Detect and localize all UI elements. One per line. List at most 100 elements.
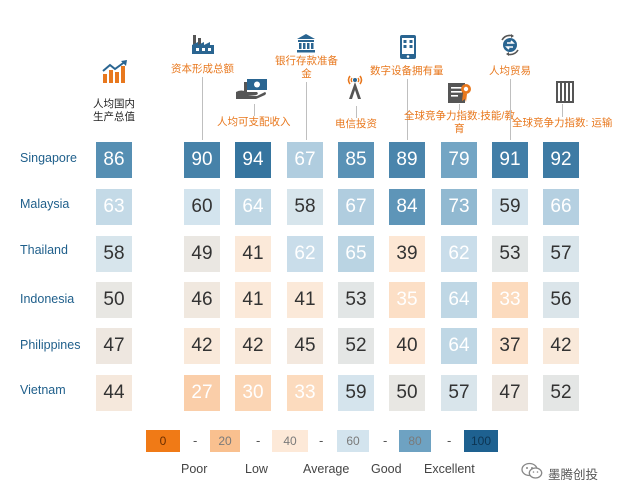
legend-label-poor: Poor [181, 462, 208, 476]
legend-separator: - [193, 433, 198, 448]
heatmap-cell: 44 [96, 375, 132, 411]
leader-line [510, 79, 511, 140]
heatmap-cell: 37 [492, 328, 528, 364]
heatmap-cell: 45 [287, 328, 323, 364]
legend-label-average: Average [303, 462, 350, 476]
heatmap-cell: 86 [96, 142, 132, 178]
heatmap-cell: 62 [287, 236, 323, 272]
legend-swatch-80: 80 [399, 430, 431, 452]
heatmap-cell: 42 [184, 328, 220, 364]
heatmap-cell: 59 [338, 375, 374, 411]
heatmap-cell: 50 [389, 375, 425, 411]
legend-swatch-20: 20 [210, 430, 240, 452]
heatmap-cell: 64 [235, 189, 271, 225]
legend-separator: - [319, 433, 324, 448]
legend-label-low: Low [245, 462, 268, 476]
money-hand-icon [235, 78, 269, 100]
leader-line [407, 79, 408, 140]
leader-line [459, 104, 460, 110]
heatmap-cell: 89 [389, 142, 425, 178]
legend-swatch-100: 100 [464, 430, 498, 452]
heatmap-cell: 27 [184, 375, 220, 411]
heatmap-cell: 58 [287, 189, 323, 225]
heatmap-cell: 67 [338, 189, 374, 225]
mobile-device-icon [399, 34, 417, 60]
heatmap-cell: 42 [543, 328, 579, 364]
heatmap-cell: 49 [184, 236, 220, 272]
heatmap-cell: 56 [543, 282, 579, 318]
heatmap-cell: 65 [338, 236, 374, 272]
heatmap-cell: 79 [441, 142, 477, 178]
heatmap-cell: 46 [184, 282, 220, 318]
heatmap-cell: 90 [184, 142, 220, 178]
legend-label-good: Good [371, 462, 402, 476]
heatmap-cell: 91 [492, 142, 528, 178]
heatmap-cell: 52 [543, 375, 579, 411]
heatmap-cell: 47 [492, 375, 528, 411]
heatmap-cell: 47 [96, 328, 132, 364]
column-header-8: 人均贸易 [489, 65, 531, 77]
column-header-7: 全球竞争力指数:技能/教 育 [404, 110, 515, 135]
heatmap-cell: 53 [492, 236, 528, 272]
trade-exchange-icon [499, 34, 521, 56]
row-label-philippines: Philippines [20, 338, 81, 352]
heatmap-cell: 50 [96, 282, 132, 318]
column-header-5: 电信投资 [335, 118, 377, 130]
column-header-4: 银行存款准备 金 [275, 55, 338, 80]
legend-separator: - [447, 433, 452, 448]
heatmap-cell: 40 [389, 328, 425, 364]
heatmap-cell: 66 [543, 189, 579, 225]
wechat-icon [521, 462, 543, 480]
heatmap-cell: 64 [441, 328, 477, 364]
factory-icon [191, 33, 215, 55]
row-label-vietnam: Vietnam [20, 383, 66, 397]
container-icon [555, 80, 575, 104]
heatmap-cell: 33 [492, 282, 528, 318]
heatmap-cell: 58 [96, 236, 132, 272]
leader-line [306, 82, 307, 140]
column-header-3: 人均可支配收入 [217, 116, 291, 128]
heatmap-cell: 67 [287, 142, 323, 178]
legend-separator: - [383, 433, 388, 448]
leader-line [562, 104, 563, 117]
bank-icon [296, 33, 316, 53]
heatmap-cell: 35 [389, 282, 425, 318]
row-label-malaysia: Malaysia [20, 197, 70, 211]
row-label-thailand: Thailand [20, 243, 68, 257]
heatmap-cell: 59 [492, 189, 528, 225]
signal-tower-icon [345, 72, 365, 100]
heatmap-cell: 73 [441, 189, 477, 225]
column-header-1: 人均国内 生产总值 [93, 98, 135, 123]
heatmap-cell: 57 [441, 375, 477, 411]
row-label-singapore: Singapore [20, 151, 77, 165]
heatmap-cell: 84 [389, 189, 425, 225]
heatmap-cell: 41 [235, 236, 271, 272]
growth-chart-icon [101, 60, 129, 84]
legend-separator: - [256, 433, 261, 448]
column-header-6: 数字设备拥有量 [370, 65, 444, 77]
heatmap-cell: 52 [338, 328, 374, 364]
leader-line [254, 104, 255, 116]
heatmap-cell: 30 [235, 375, 271, 411]
column-header-2: 资本形成总额 [171, 63, 234, 75]
leader-line [356, 106, 357, 118]
legend-swatch-40: 40 [272, 430, 308, 452]
leader-line [202, 77, 203, 140]
column-header-9: 全球竞争力指数: 运输 [512, 117, 613, 129]
heatmap-cell: 57 [543, 236, 579, 272]
heatmap-cell: 60 [184, 189, 220, 225]
heatmap-cell: 53 [338, 282, 374, 318]
legend-label-excellent: Excellent [424, 462, 475, 476]
heatmap-cell: 41 [287, 282, 323, 318]
heatmap-cell: 41 [235, 282, 271, 318]
heatmap-cell: 33 [287, 375, 323, 411]
legend-swatch-0: 0 [146, 430, 180, 452]
heatmap-cell: 42 [235, 328, 271, 364]
heatmap-cell: 94 [235, 142, 271, 178]
legend-swatch-60: 60 [337, 430, 369, 452]
heatmap-cell: 39 [389, 236, 425, 272]
row-label-indonesia: Indonesia [20, 292, 75, 306]
watermark-text: 墨腾创投 [548, 468, 599, 482]
heatmap-cell: 92 [543, 142, 579, 178]
heatmap-cell: 62 [441, 236, 477, 272]
